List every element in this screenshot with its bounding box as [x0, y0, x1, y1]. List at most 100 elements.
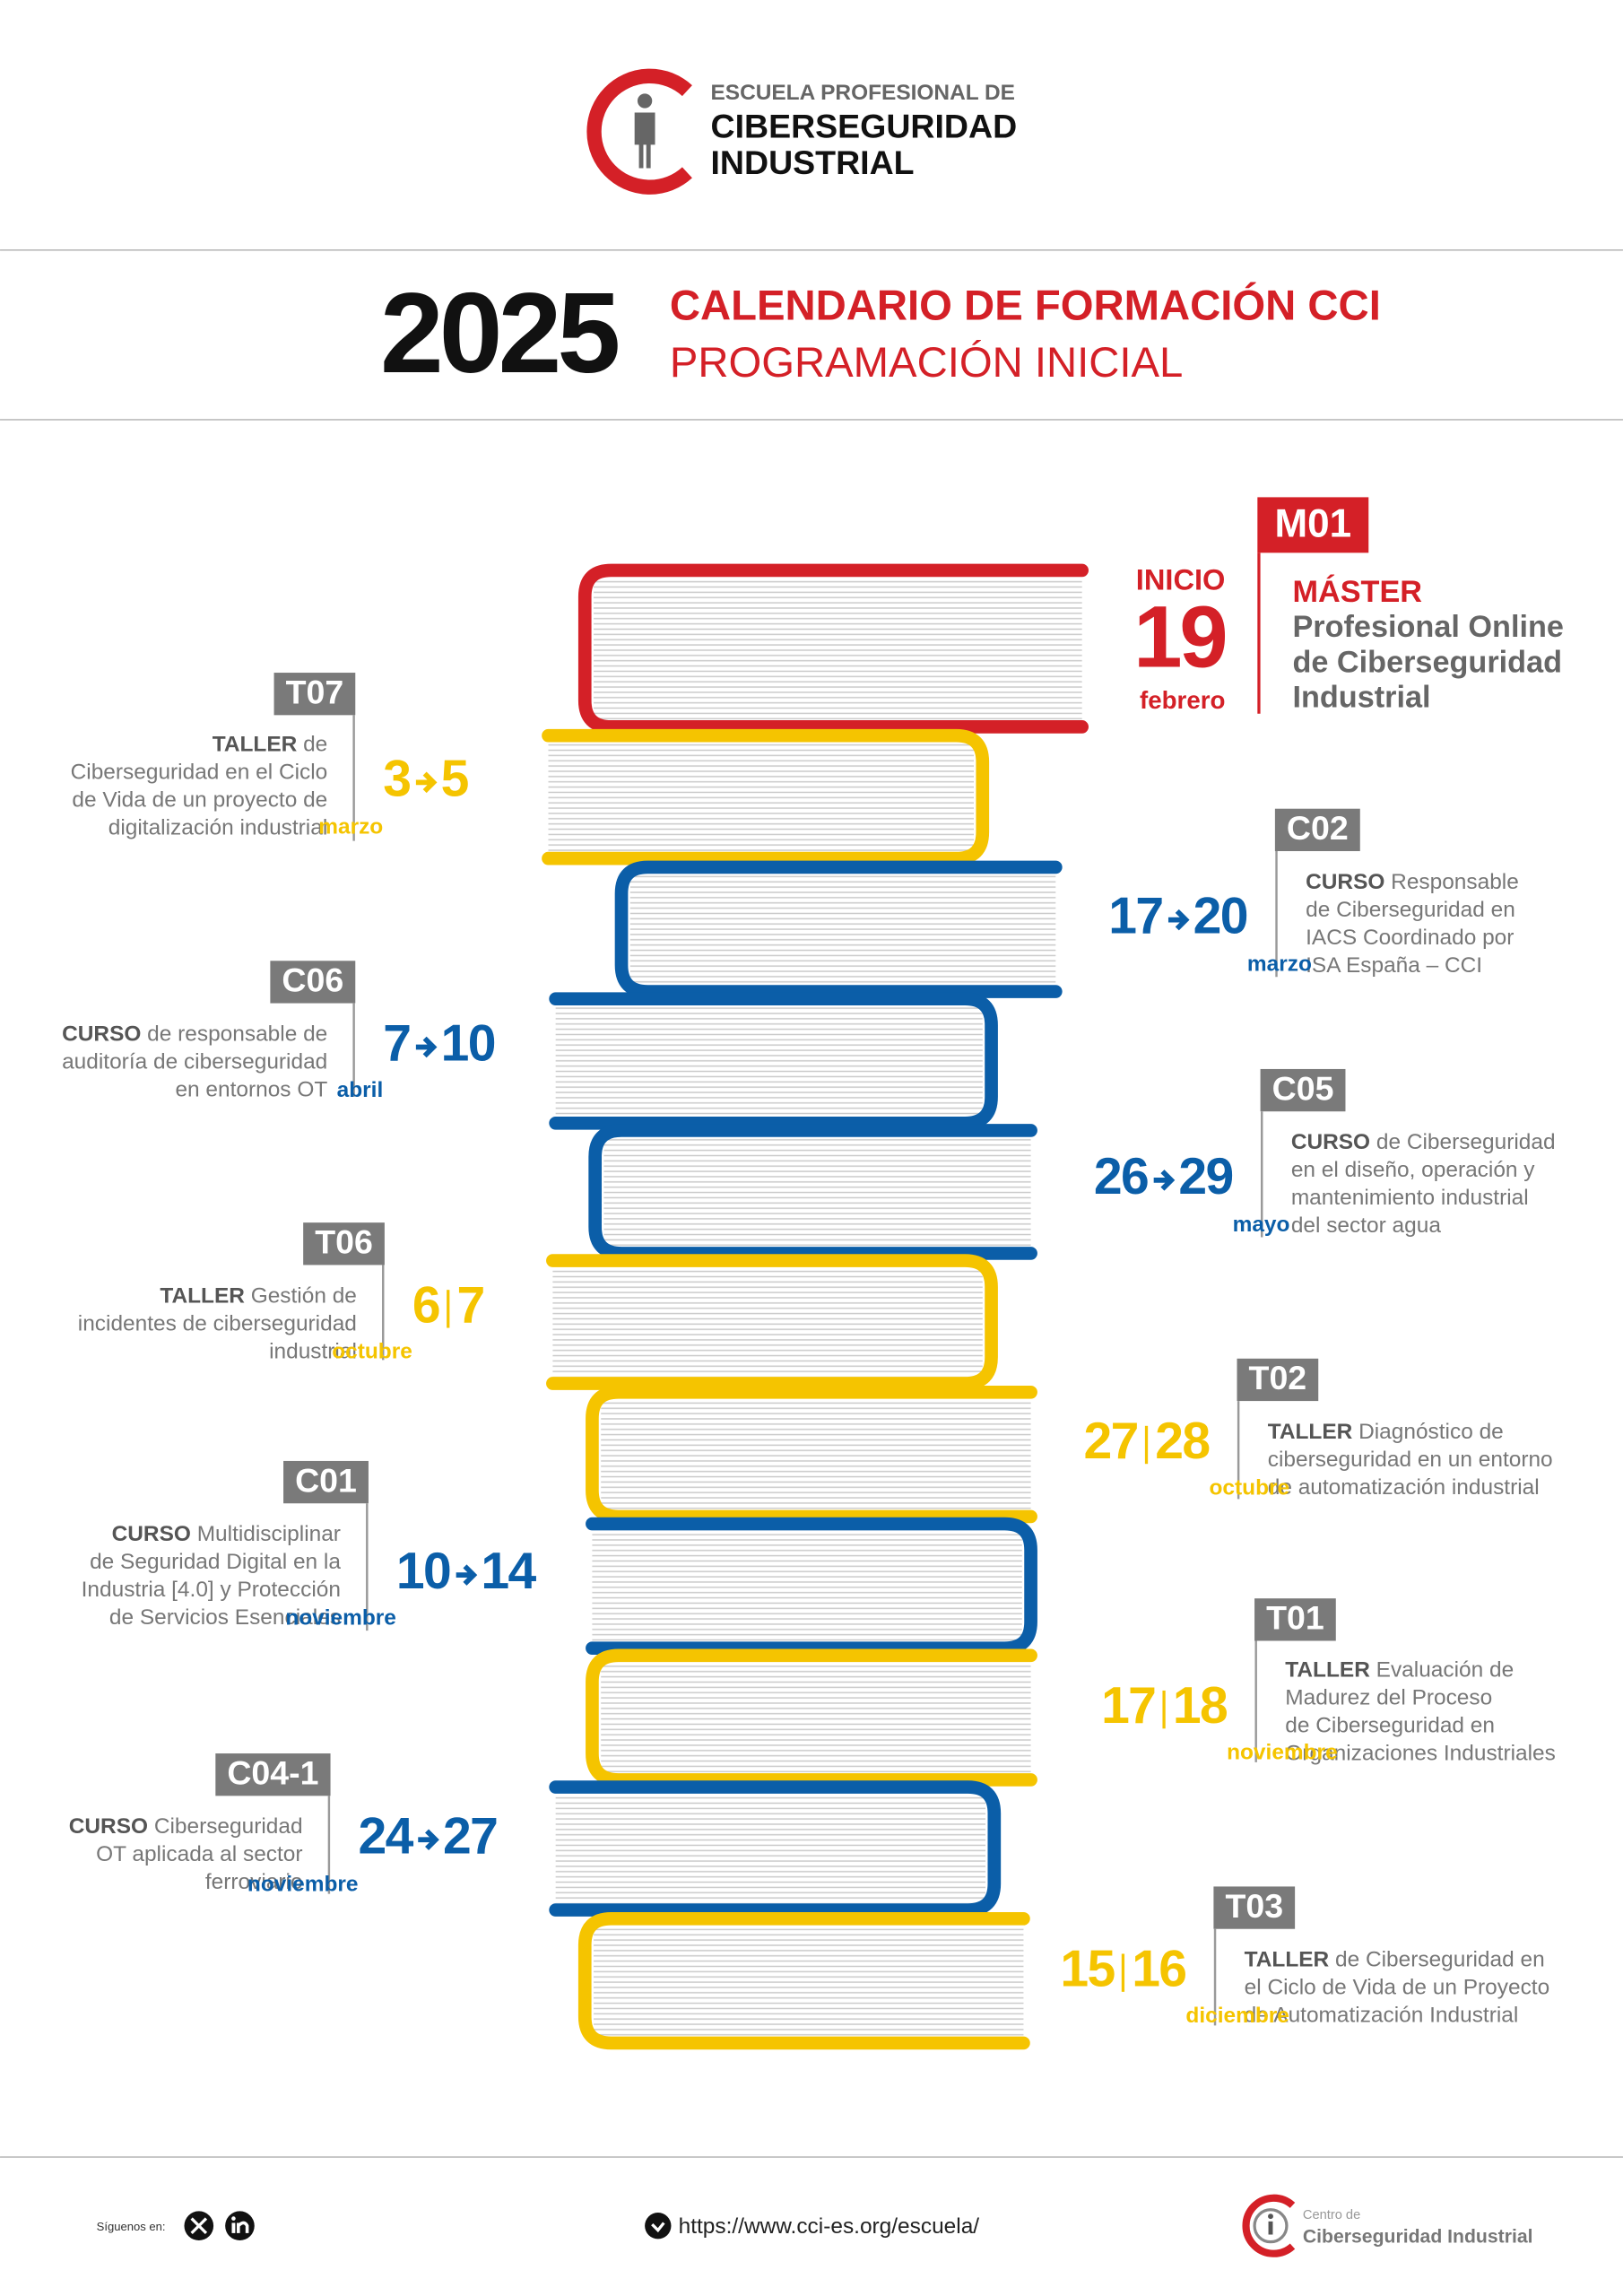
month: noviembre [247, 1872, 359, 1896]
description: de Vida de un proyecto de [72, 788, 327, 813]
arrow [1153, 1170, 1176, 1191]
start-label: INICIO [1136, 563, 1226, 596]
code-badge [270, 961, 356, 1004]
month: noviembre [1227, 1741, 1338, 1765]
book [577, 1911, 1030, 2050]
book-pages [601, 1399, 1031, 1509]
description: el Ciclo de Vida de un Proyecto [1245, 1976, 1550, 2000]
arrow [418, 1829, 439, 1851]
footer-logo-line: Ciberseguridad Industrial [1303, 2226, 1533, 2247]
date: 15 16 [1060, 1941, 1187, 1998]
end-day: 5 [441, 750, 469, 807]
linkedin-icon[interactable] [225, 2211, 255, 2241]
url-link[interactable]: https://www.cci-es.org/escuela/ [645, 2213, 979, 2239]
description-text: mantenimiento industrial [1291, 1187, 1529, 1211]
event: C05 CURSO de Ciberseguridad en el diseño, … [1094, 1068, 1556, 1239]
code-badge [273, 673, 356, 716]
follow-label: Síguenos en: [97, 2220, 166, 2233]
description: ferroviario [205, 1871, 303, 1895]
year: 2025 [380, 269, 619, 396]
month: marzo [1247, 952, 1312, 977]
description: TALLER Evaluación de [1285, 1658, 1514, 1683]
description-text: el Ciclo de Vida de un Proyecto [1245, 1976, 1550, 2000]
month: febrero [1140, 686, 1225, 714]
description-text: Organizaciones Industriales [1285, 1742, 1556, 1766]
description: de Seguridad Digital en la [90, 1551, 341, 1575]
url[interactable]: https://www.cci-es.org/escuela/ [679, 2214, 980, 2239]
description: de Automatización Industrial [1245, 2004, 1519, 2028]
month: marzo [318, 814, 383, 839]
code: M01 [1274, 502, 1351, 546]
arrow [1167, 909, 1190, 931]
event: T03 TALLER de Ciberseguridad en el Ciclo d… [1060, 1886, 1549, 2028]
book-pages [594, 578, 1082, 720]
description-text: OT aplicada al sector [96, 1843, 302, 1867]
kind: MÁSTER [1292, 573, 1422, 609]
month: diciembre [1185, 2004, 1289, 2028]
start-day: 17 [1108, 888, 1162, 945]
logo-line: ESCUELA PROFESIONAL DE [710, 81, 1014, 105]
end-day: 10 [441, 1015, 495, 1073]
arrow [415, 1036, 438, 1058]
event: T06 TALLER Gestión de incidentes de cibers… [78, 1222, 485, 1364]
date: 26 29 [1094, 1148, 1234, 1205]
description: CURSO Ciberseguridad [69, 1815, 303, 1839]
description-text: de Ciberseguridad en [1306, 898, 1515, 922]
start-day: 15 [1060, 1941, 1115, 1998]
date: 24 27 [359, 1807, 499, 1865]
description-text: de Seguridad Digital en la [90, 1551, 341, 1575]
title: CALENDARIO DE FORMACIÓN CCI [670, 281, 1381, 330]
description-text: Gestión de [251, 1284, 357, 1309]
code-badge [1254, 1598, 1336, 1641]
code: T02 [1249, 1359, 1307, 1396]
description-text: del sector agua [1291, 1214, 1442, 1239]
book [546, 1254, 998, 1390]
description: CURSO Multidisciplinar [112, 1523, 341, 1547]
x-icon[interactable] [184, 2211, 214, 2241]
event: C04-1 CURSO Ciberseguridad OT aplicada al … [69, 1753, 499, 1896]
code-badge [1274, 808, 1360, 851]
event: C01 CURSO Multidisciplinar de Seguridad Di… [82, 1460, 538, 1631]
book [586, 1517, 1037, 1655]
description-text: Industria [4.0] y Protección [82, 1578, 341, 1603]
description-text: de Ciberseguridad en [1335, 1948, 1545, 1972]
event: C06 CURSO de responsable de auditoría de c… [62, 961, 496, 1102]
description: mantenimiento industrial [1291, 1187, 1529, 1211]
start-day: 24 [359, 1807, 414, 1865]
description: Industrial [1292, 680, 1430, 714]
description-text: en el diseño, operación y [1291, 1159, 1535, 1183]
book [614, 860, 1063, 998]
code: C02 [1287, 809, 1349, 847]
kind: TALLER [1245, 1948, 1335, 1972]
description-text: en entornos OT [175, 1078, 327, 1102]
description: de Servicios Esenciales [109, 1605, 341, 1630]
book-pages [555, 1005, 983, 1117]
description-text: Multidisciplinar [197, 1523, 341, 1547]
description-text: de [303, 733, 327, 757]
logo-line: CIBERSEGURIDAD [710, 107, 1017, 144]
end-day: 27 [443, 1807, 497, 1865]
arrow [415, 771, 438, 794]
logo-line: INDUSTRIAL [710, 144, 914, 181]
end-day: 14 [481, 1543, 536, 1600]
description: TALLER de [213, 733, 328, 757]
description: en el diseño, operación y [1291, 1159, 1535, 1183]
code-badge [303, 1222, 385, 1265]
description-text: Madurez del Proceso [1285, 1686, 1492, 1710]
month: noviembre [285, 1605, 396, 1630]
code: C06 [282, 961, 343, 999]
code: C01 [295, 1461, 357, 1499]
kind: CURSO [62, 1022, 147, 1047]
description-text: digitalización industrial [108, 816, 328, 840]
book-pages [552, 1267, 983, 1377]
description-text: industrial [269, 1340, 357, 1364]
description: ISA España – CCI [1306, 953, 1482, 978]
kind: CURSO [69, 1815, 154, 1839]
kind: TALLER [1285, 1658, 1376, 1683]
description: TALLER de Ciberseguridad en [1245, 1948, 1545, 1972]
kind: CURSO [1291, 1131, 1376, 1155]
description: Madurez del Proceso [1285, 1686, 1492, 1710]
